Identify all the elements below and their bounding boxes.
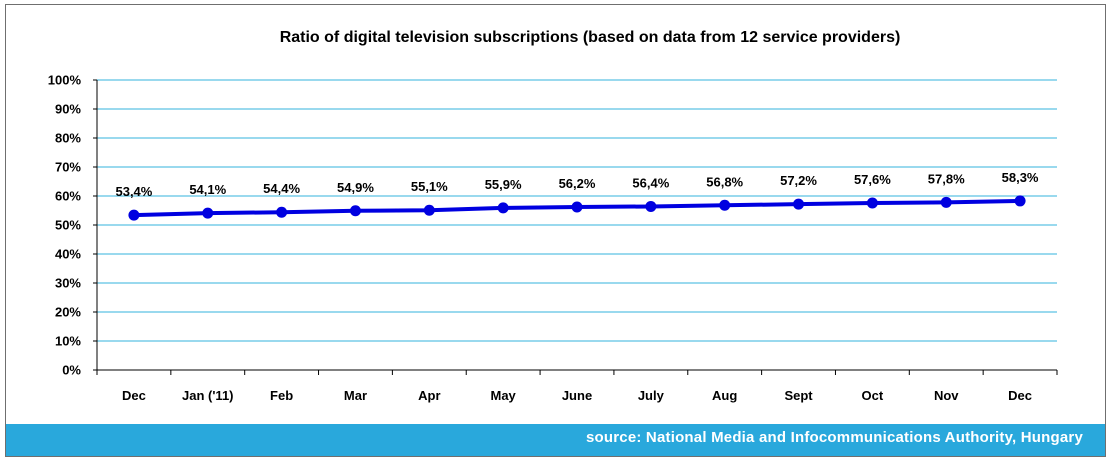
x-tick-label: Dec <box>1008 388 1032 403</box>
source-text: source: National Media and Infocommunica… <box>585 429 1083 446</box>
data-label: 53,4% <box>115 184 152 199</box>
x-tick-label: Mar <box>344 388 367 403</box>
data-label: 55,9% <box>485 177 522 192</box>
data-label: 54,1% <box>189 182 226 197</box>
y-tick-label: 10% <box>55 334 81 349</box>
data-label: 55,1% <box>411 179 448 194</box>
data-label: 57,6% <box>854 172 891 187</box>
data-point <box>276 206 288 218</box>
data-label: 57,2% <box>780 173 817 188</box>
x-tick-label: Dec <box>122 388 146 403</box>
data-label: 56,4% <box>632 175 669 190</box>
data-point <box>349 205 361 217</box>
x-tick-label: Sept <box>784 388 813 403</box>
x-tick-label: Feb <box>270 388 293 403</box>
data-label: 57,8% <box>928 171 965 186</box>
y-tick-label: 90% <box>55 102 81 117</box>
data-point <box>719 199 731 211</box>
data-label: 56,8% <box>706 174 743 189</box>
data-point <box>571 201 583 213</box>
data-point <box>1014 195 1026 207</box>
x-tick-label: Jan ('11) <box>182 388 234 403</box>
x-tick-label: Apr <box>418 388 440 403</box>
x-tick-label: May <box>491 388 517 403</box>
data-label: 58,3% <box>1002 170 1039 185</box>
y-tick-label: 100% <box>48 73 82 88</box>
y-tick-label: 0% <box>62 363 81 378</box>
y-tick-label: 30% <box>55 276 81 291</box>
chart-title: Ratio of digital television subscription… <box>279 29 901 46</box>
x-tick-label: July <box>638 388 665 403</box>
y-tick-label: 20% <box>55 305 81 320</box>
data-point <box>497 202 509 214</box>
source-footer: source: National Media and Infocommunica… <box>6 424 1105 456</box>
x-tick-label: Aug <box>712 388 737 403</box>
x-tick-label: Oct <box>862 388 884 403</box>
y-tick-label: 80% <box>55 131 81 146</box>
y-tick-label: 40% <box>55 247 81 262</box>
x-tick-label: June <box>562 388 592 403</box>
data-point <box>202 207 214 219</box>
data-point <box>866 197 878 209</box>
x-tick-label: Nov <box>934 388 959 403</box>
y-tick-label: 70% <box>55 160 81 175</box>
data-point <box>423 204 435 216</box>
data-label: 56,2% <box>559 176 596 191</box>
data-point <box>940 196 952 208</box>
data-point <box>793 198 805 210</box>
y-tick-label: 50% <box>55 218 81 233</box>
data-point <box>128 209 140 221</box>
y-tick-label: 60% <box>55 189 81 204</box>
data-label: 54,9% <box>337 180 374 195</box>
data-label: 54,4% <box>263 181 300 196</box>
data-point <box>645 200 657 212</box>
